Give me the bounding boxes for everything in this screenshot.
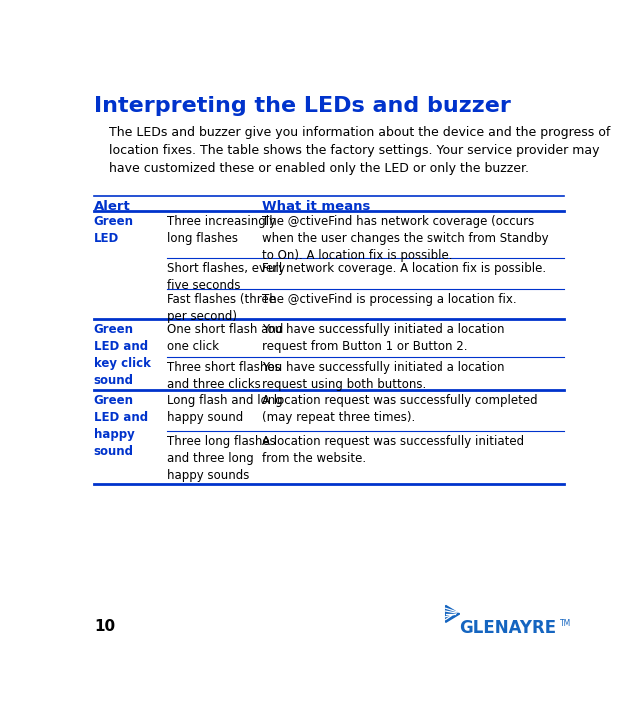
Text: The @ctiveFind is processing a location fix.: The @ctiveFind is processing a location … [262,293,516,306]
Polygon shape [445,605,459,623]
Text: Long flash and long
happy sound: Long flash and long happy sound [167,393,282,423]
Text: What it means: What it means [262,200,371,213]
Text: A location request was successfully completed
(may repeat three times).: A location request was successfully comp… [262,393,537,423]
Text: Short flashes, every
five seconds: Short flashes, every five seconds [167,262,285,292]
Text: Green
LED and
key click
sound: Green LED and key click sound [94,323,151,387]
Text: Green
LED and
happy
sound: Green LED and happy sound [94,393,148,458]
Text: The LEDs and buzzer give you information about the device and the progress of
lo: The LEDs and buzzer give you information… [109,126,611,175]
Text: Three increasingly
long flashes: Three increasingly long flashes [167,215,276,245]
Text: You have successfully initiated a location
request from Button 1 or Button 2.: You have successfully initiated a locati… [262,323,505,353]
Text: Alert: Alert [94,200,130,213]
Text: One short flash and
one click: One short flash and one click [167,323,283,353]
Text: GLENAYRE: GLENAYRE [459,619,557,638]
Text: A location request was successfully initiated
from the website.: A location request was successfully init… [262,436,524,466]
Text: Interpreting the LEDs and buzzer: Interpreting the LEDs and buzzer [94,96,511,116]
Text: Fast flashes (three
per second): Fast flashes (three per second) [167,293,275,323]
Text: The @ctiveFind has network coverage (occurs
when the user changes the switch fro: The @ctiveFind has network coverage (occ… [262,215,549,262]
Text: Three long flashes
and three long
happy sounds: Three long flashes and three long happy … [167,436,275,482]
Text: 10: 10 [94,619,115,634]
Text: Full network coverage. A location fix is possible.: Full network coverage. A location fix is… [262,262,546,275]
Text: You have successfully initiated a location
request using both buttons.: You have successfully initiated a locati… [262,361,505,391]
Text: Three short flashes
and three clicks: Three short flashes and three clicks [167,361,281,391]
Text: Green
LED: Green LED [94,215,134,245]
Text: TM: TM [560,619,572,628]
